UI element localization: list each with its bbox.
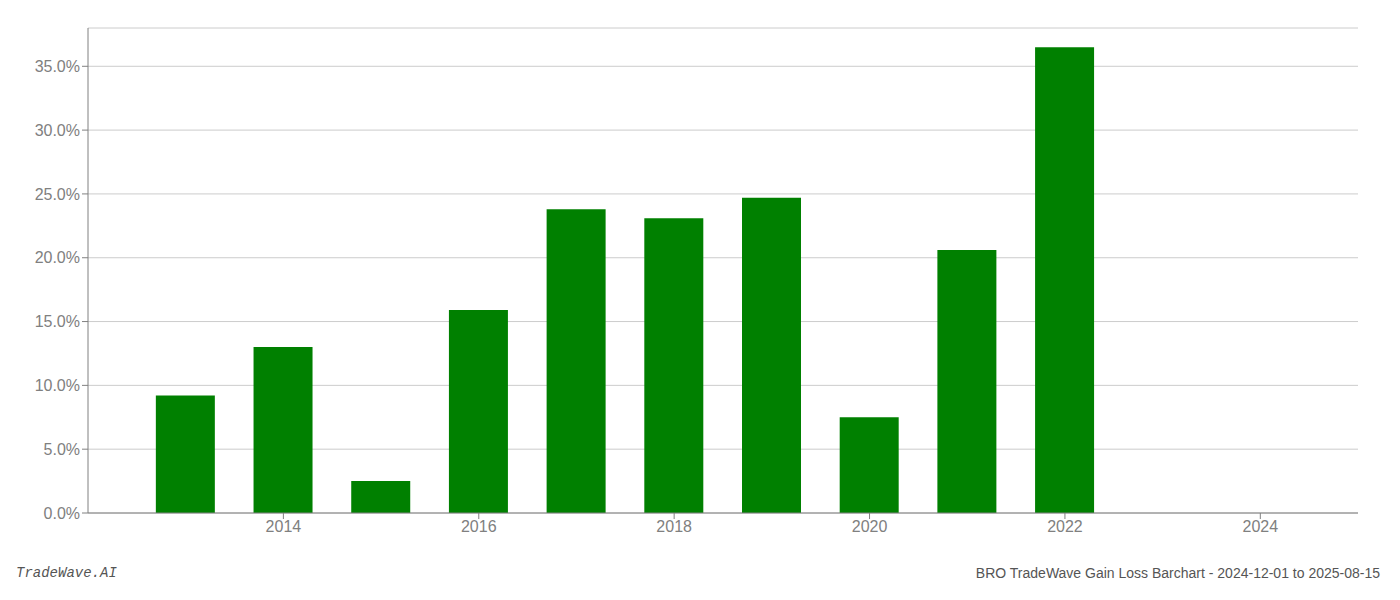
svg-text:5.0%: 5.0% <box>44 441 80 458</box>
svg-text:0.0%: 0.0% <box>44 505 80 522</box>
svg-text:25.0%: 25.0% <box>35 186 80 203</box>
svg-text:20.0%: 20.0% <box>35 249 80 266</box>
svg-text:2016: 2016 <box>461 518 497 535</box>
html-text:TradeWave.AI: TradeWave.AI <box>16 565 117 581</box>
svg-text:2014: 2014 <box>266 518 302 535</box>
svg-text:2024: 2024 <box>1243 518 1279 535</box>
svg-text:2020: 2020 <box>852 518 888 535</box>
svg-text:2018: 2018 <box>656 518 692 535</box>
svg-text:35.0%: 35.0% <box>35 58 80 75</box>
svg-text:30.0%: 30.0% <box>35 122 80 139</box>
svg-text:2022: 2022 <box>1047 518 1083 535</box>
html-text:BRO TradeWave Gain Loss Barcha: BRO TradeWave Gain Loss Barchart - 2024-… <box>975 565 1380 581</box>
svg-text:10.0%: 10.0% <box>35 377 80 394</box>
svg-text:15.0%: 15.0% <box>35 313 80 330</box>
